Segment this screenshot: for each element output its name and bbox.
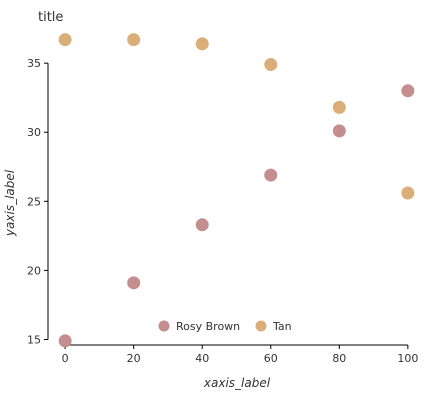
- y-tick-label: 25: [27, 195, 41, 208]
- y-tick-label: 35: [27, 57, 41, 70]
- point-tan: [401, 186, 415, 200]
- point-tan: [58, 33, 72, 47]
- point-tan: [195, 37, 209, 51]
- y-axis: 15 20 25 30 35: [27, 57, 49, 346]
- point-tan: [264, 58, 278, 72]
- legend-marker-tan: [255, 320, 267, 332]
- x-axis: 0 20 40 60 80 100: [62, 344, 418, 365]
- point-rosy-brown: [332, 124, 346, 138]
- point-rosy-brown: [401, 84, 415, 98]
- point-rosy-brown: [127, 276, 141, 290]
- y-axis-title: yaxis_label: [3, 169, 17, 237]
- x-axis-title: xaxis_label: [203, 376, 271, 390]
- legend-marker-rosy-brown: [158, 320, 170, 332]
- y-ticks: 15 20 25 30 35: [27, 57, 48, 346]
- y-tick-label: 20: [27, 264, 41, 277]
- x-tick-label: 100: [397, 352, 418, 365]
- y-tick-label: 30: [27, 126, 41, 139]
- legend-label-rosy-brown: Rosy Brown: [176, 320, 240, 333]
- x-ticks: 0 20 40 60 80 100: [62, 345, 418, 365]
- x-tick-label: 40: [195, 352, 209, 365]
- x-tick-label: 60: [264, 352, 278, 365]
- chart-title: title: [38, 10, 63, 25]
- data-points: [58, 33, 415, 348]
- legend: Rosy Brown Tan: [158, 320, 292, 333]
- y-tick-label: 15: [27, 333, 41, 346]
- point-tan: [332, 100, 346, 114]
- legend-label-tan: Tan: [272, 320, 292, 333]
- point-rosy-brown: [195, 218, 209, 232]
- point-rosy-brown: [58, 334, 72, 348]
- point-rosy-brown: [264, 168, 278, 182]
- point-tan: [127, 33, 141, 47]
- x-tick-label: 20: [127, 352, 141, 365]
- x-tick-label: 80: [332, 352, 346, 365]
- x-tick-label: 0: [62, 352, 69, 365]
